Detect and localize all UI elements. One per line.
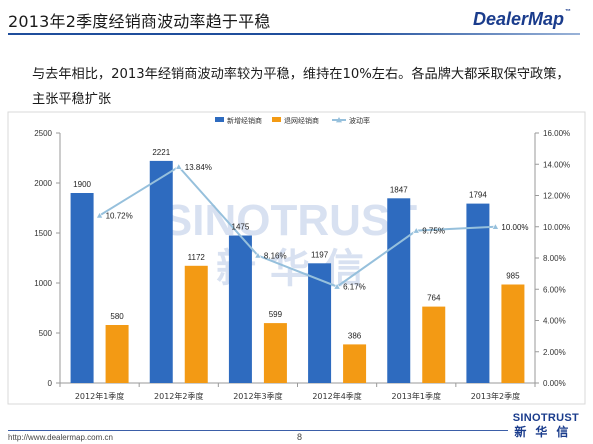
volatility-point-marker <box>95 211 104 219</box>
exited-dealers-bar <box>263 323 287 383</box>
volatility-point-marker <box>175 162 183 170</box>
legend-swatch <box>272 117 281 122</box>
y-right-tick-label: 12.00% <box>543 192 570 201</box>
y-left-tick-label: 2000 <box>34 179 52 188</box>
exited-dealers-value-label: 985 <box>506 272 520 281</box>
y-right-tick-label: 4.00% <box>543 317 566 326</box>
chart-axes: 0 500 1000 1500 2000 2500 0.00% 2.00% 4.00% 6.00%… <box>34 129 570 401</box>
y-right-tick-label: 6.00% <box>543 285 566 294</box>
legend-label: 波动率 <box>349 116 370 125</box>
y-right-tick-label: 8.00% <box>543 254 566 263</box>
legend-label: 新增经销商 <box>227 116 262 125</box>
trademark-mark: ™ <box>565 9 571 15</box>
y-left-tick-label: 2500 <box>34 129 52 138</box>
volatility-point-marker <box>412 226 420 234</box>
intro-text: 与去年相比，2013年经销商波动率较为平稳，维持在10%左右。各品牌大都采取保守… <box>32 67 570 107</box>
exited-dealers-value-label: 764 <box>427 294 441 303</box>
x-tick-label: 2012年3季度 <box>233 391 282 401</box>
volatility-value-label: 13.84% <box>185 163 212 172</box>
watermark-en: SINOTRUST <box>163 196 417 245</box>
volatility-value-label: 8.16% <box>264 252 287 261</box>
legend-swatch <box>215 117 224 122</box>
new-dealers-value-label: 1475 <box>232 223 250 232</box>
volatility-line-path <box>99 165 496 288</box>
volatility-point-marker <box>254 251 262 259</box>
exited-dealers-bar <box>343 344 367 383</box>
x-tick-label: 2012年1季度 <box>75 391 124 401</box>
chart-data-labels: 1900 2221 1475 1197 1847 1794 580 1172 599 386 764… <box>73 148 528 341</box>
exited-dealers-bar <box>501 284 525 383</box>
sinotrust-logo-en: SINOTRUST <box>512 412 579 424</box>
new-dealers-bar <box>228 235 252 383</box>
exited-dealers-bar <box>105 325 129 383</box>
chart-bars <box>70 160 525 383</box>
y-right-tick-label: 0.00% <box>543 379 566 388</box>
new-dealers-bar <box>387 198 411 383</box>
exited-dealers-value-label: 1172 <box>188 253 206 262</box>
volatility-value-label: 10.00% <box>501 223 528 232</box>
dealermap-logo: DealerMap™ <box>473 9 571 30</box>
footer-divider <box>8 430 508 431</box>
y-right-tick-label: 2.00% <box>543 348 566 357</box>
slide-title: 2013年2季度经销商波动率趋于平稳 <box>8 12 271 31</box>
exited-dealers-value-label: 386 <box>348 331 362 340</box>
y-left-tick-label: 500 <box>39 329 53 338</box>
dealermap-logo-text: DealerMap <box>472 9 564 29</box>
new-dealers-value-label: 2221 <box>152 148 170 157</box>
new-dealers-value-label: 1794 <box>469 191 487 200</box>
exited-dealers-value-label: 580 <box>110 312 124 321</box>
y-left-tick-label: 1000 <box>34 279 52 288</box>
new-dealers-value-label: 1197 <box>311 250 329 259</box>
dealer-volatility-chart: SINOTRUST 新 华 信 050010001500200025000.00… <box>7 111 586 405</box>
y-right-tick-label: 10.00% <box>543 223 570 232</box>
y-right-tick-label: 14.00% <box>543 160 570 169</box>
exited-dealers-value-label: 599 <box>269 310 283 319</box>
footer-url[interactable]: http://www.dealermap.com.cn <box>8 433 113 442</box>
y-left-tick-label: 0 <box>48 379 53 388</box>
volatility-point-marker <box>333 282 341 290</box>
legend-marker <box>336 117 342 123</box>
sinotrust-logo-cn: 新华信 <box>514 425 578 439</box>
new-dealers-bar <box>466 203 490 383</box>
volatility-line <box>95 162 500 290</box>
x-tick-label: 2012年4季度 <box>312 391 361 401</box>
new-dealers-value-label: 1847 <box>390 185 408 194</box>
y-left-tick-label: 1500 <box>34 229 52 238</box>
slide-header: 2013年2季度经销商波动率趋于平稳 DealerMap™ <box>0 0 593 40</box>
new-dealers-bar <box>308 263 332 383</box>
volatility-value-label: 10.72% <box>106 212 133 221</box>
exited-dealers-bar <box>184 265 208 383</box>
header-divider <box>8 33 580 35</box>
volatility-point-marker <box>491 222 500 230</box>
new-dealers-bar <box>70 193 94 383</box>
volatility-value-label: 6.17% <box>343 283 366 292</box>
volatility-value-label: 9.75% <box>422 227 445 236</box>
x-tick-label: 2013年1季度 <box>392 391 441 401</box>
chart-legend: 新增经销商 退网经销商 波动率 <box>215 116 370 125</box>
x-tick-label: 2012年2季度 <box>154 391 203 401</box>
exited-dealers-bar <box>422 306 446 383</box>
new-dealers-bar <box>149 160 173 383</box>
page-number: 8 <box>297 432 303 442</box>
y-right-tick-label: 16.00% <box>543 129 570 138</box>
sinotrust-logo: SINOTRUST 新华信 <box>513 412 579 440</box>
legend-label: 退网经销商 <box>284 116 319 125</box>
new-dealers-value-label: 1900 <box>73 180 91 189</box>
x-tick-label: 2013年2季度 <box>471 391 520 401</box>
